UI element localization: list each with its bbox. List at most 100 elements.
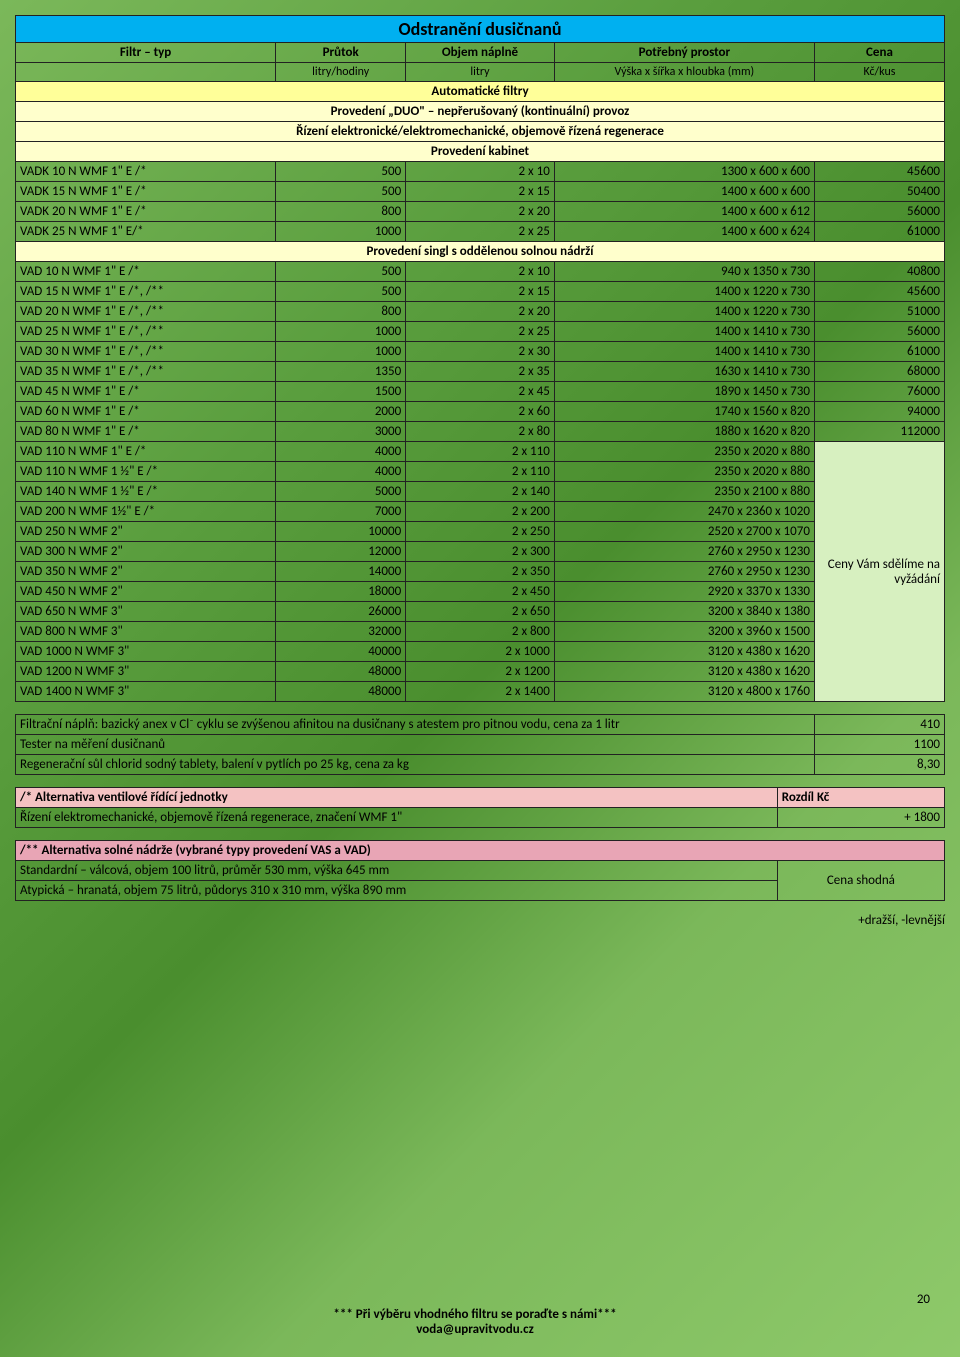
cell: 2 x 10 — [406, 162, 555, 182]
cell: 12000 — [276, 542, 406, 562]
cell: 2 x 30 — [406, 342, 555, 362]
cell: 45600 — [814, 282, 944, 302]
cell: 1000 — [276, 322, 406, 342]
cell: 2 x 200 — [406, 502, 555, 522]
price-on-request: Ceny Vám sdělíme na vyžádání — [814, 442, 944, 702]
cell: 2000 — [276, 402, 406, 422]
cell: 3200 x 3840 x 1380 — [554, 602, 814, 622]
alt1-table: /* Alternativa ventilové řídící jednotky… — [15, 787, 945, 828]
cell: 1400 x 1410 x 730 — [554, 342, 814, 362]
cell: 410 — [814, 715, 944, 735]
cell: 500 — [276, 262, 406, 282]
cell: 8,30 — [814, 755, 944, 775]
cell: 2920 x 3370 x 1330 — [554, 582, 814, 602]
alt1-hdr-left: /* Alternativa ventilové řídící jednotky — [16, 788, 778, 808]
table-row: VADK 15 N WMF 1" E /*5002 x 151400 x 600… — [16, 182, 945, 202]
alt1-row-right: + 1800 — [777, 808, 944, 828]
cell: 94000 — [814, 402, 944, 422]
cell: 2 x 300 — [406, 542, 555, 562]
table-row: VAD 60 N WMF 1" E /*20002 x 601740 x 156… — [16, 402, 945, 422]
cell: 56000 — [814, 322, 944, 342]
cell: 10000 — [276, 522, 406, 542]
cell: VAD 200 N WMF 1½" E /* — [16, 502, 276, 522]
table-row: VADK 25 N WMF 1" E/*10002 x 251400 x 600… — [16, 222, 945, 242]
cell: 1500 — [276, 382, 406, 402]
cell: 1880 x 1620 x 820 — [554, 422, 814, 442]
cell: VAD 800 N WMF 3" — [16, 622, 276, 642]
cell: 2 x 1400 — [406, 682, 555, 702]
cell: 56000 — [814, 202, 944, 222]
table-title: Odstranění dusičnanů — [16, 16, 945, 43]
cell: 1400 x 600 x 600 — [554, 182, 814, 202]
footer-line1: *** Při výběru vhodného filtru se poraďt… — [15, 1307, 935, 1322]
main-table: Odstranění dusičnanů Filtr – typ Průtok … — [15, 15, 945, 702]
table-row: VAD 45 N WMF 1" E /*15002 x 451890 x 145… — [16, 382, 945, 402]
cell: 1740 x 1560 x 820 — [554, 402, 814, 422]
cell: VAD 80 N WMF 1" E /* — [16, 422, 276, 442]
cell: VAD 20 N WMF 1" E /*, /** — [16, 302, 276, 322]
cell: VAD 45 N WMF 1" E /* — [16, 382, 276, 402]
cell: 61000 — [814, 342, 944, 362]
table-row: VADK 20 N WMF 1" E /*8002 x 201400 x 600… — [16, 202, 945, 222]
sub-space: Výška x šířka x hloubka (mm) — [554, 63, 814, 82]
cell: 2 x 1200 — [406, 662, 555, 682]
hdr-filter: Filtr – typ — [16, 43, 276, 63]
cell: 1400 x 1410 x 730 — [554, 322, 814, 342]
cell: 2760 x 2950 x 1230 — [554, 542, 814, 562]
cell: VAD 650 N WMF 3" — [16, 602, 276, 622]
cell: 1400 x 1220 x 730 — [554, 302, 814, 322]
cell: 2 x 25 — [406, 222, 555, 242]
alt2-table: /** Alternativa solné nádrže (vybrané ty… — [15, 840, 945, 901]
cell: 1300 x 600 x 600 — [554, 162, 814, 182]
alt2-row1: Atypická – hranatá, objem 75 litrů, půdo… — [16, 881, 778, 901]
cell: VAD 450 N WMF 2" — [16, 582, 276, 602]
page-number: 20 — [917, 1292, 930, 1307]
table-row: VAD 350 N WMF 2"140002 x 3502760 x 2950 … — [16, 562, 945, 582]
cell: VAD 10 N WMF 1" E /* — [16, 262, 276, 282]
table-row: VAD 1200 N WMF 3"480002 x 12003120 x 438… — [16, 662, 945, 682]
section-singl: Provedení singl s oddělenou solnou nádrž… — [16, 242, 945, 262]
cell: Tester na měření dusičnanů — [16, 735, 815, 755]
table-row: VAD 200 N WMF 1½" E /*70002 x 2002470 x … — [16, 502, 945, 522]
section-duo: Provedení „DUO" – nepřerušovaný (kontinu… — [16, 102, 945, 122]
cell: 3120 x 4380 x 1620 — [554, 642, 814, 662]
cell: 500 — [276, 162, 406, 182]
cell: 1400 x 600 x 612 — [554, 202, 814, 222]
cell: 112000 — [814, 422, 944, 442]
cell: 51000 — [814, 302, 944, 322]
cell: 1890 x 1450 x 730 — [554, 382, 814, 402]
cell: VAD 35 N WMF 1" E /*, /** — [16, 362, 276, 382]
cell: VAD 1400 N WMF 3" — [16, 682, 276, 702]
cell: VAD 1000 N WMF 3" — [16, 642, 276, 662]
sub-flow: litry/hodiny — [276, 63, 406, 82]
cell: 1100 — [814, 735, 944, 755]
cell: 48000 — [276, 682, 406, 702]
cell: 800 — [276, 302, 406, 322]
hdr-space: Potřebný prostor — [554, 43, 814, 63]
cell: VAD 60 N WMF 1" E /* — [16, 402, 276, 422]
table-row: VAD 140 N WMF 1 ½" E /*50002 x 1402350 x… — [16, 482, 945, 502]
cell: 18000 — [276, 582, 406, 602]
cell: 2 x 15 — [406, 282, 555, 302]
cell: 76000 — [814, 382, 944, 402]
cell: 1000 — [276, 222, 406, 242]
cell: 2760 x 2950 x 1230 — [554, 562, 814, 582]
alt2-price: Cena shodná — [777, 861, 944, 901]
cell: 2 x 15 — [406, 182, 555, 202]
table-row: VAD 650 N WMF 3"260002 x 6503200 x 3840 … — [16, 602, 945, 622]
cell: 2 x 10 — [406, 262, 555, 282]
cell: 3120 x 4800 x 1760 — [554, 682, 814, 702]
cell: 1000 — [276, 342, 406, 362]
alt2-row0: Standardní – válcová, objem 100 litrů, p… — [16, 861, 778, 881]
footer-line2: voda@upravitvodu.cz — [15, 1322, 935, 1337]
accessories-table: Filtrační náplň: bazický anex v Cl⁻ cykl… — [15, 714, 945, 775]
cell: 4000 — [276, 442, 406, 462]
cell: VADK 20 N WMF 1" E /* — [16, 202, 276, 222]
cell: 2 x 650 — [406, 602, 555, 622]
table-row: VAD 20 N WMF 1" E /*, /**8002 x 201400 x… — [16, 302, 945, 322]
cell: 2 x 140 — [406, 482, 555, 502]
cell: 2 x 35 — [406, 362, 555, 382]
cell: 500 — [276, 182, 406, 202]
cell: VADK 15 N WMF 1" E /* — [16, 182, 276, 202]
cell: 1350 — [276, 362, 406, 382]
